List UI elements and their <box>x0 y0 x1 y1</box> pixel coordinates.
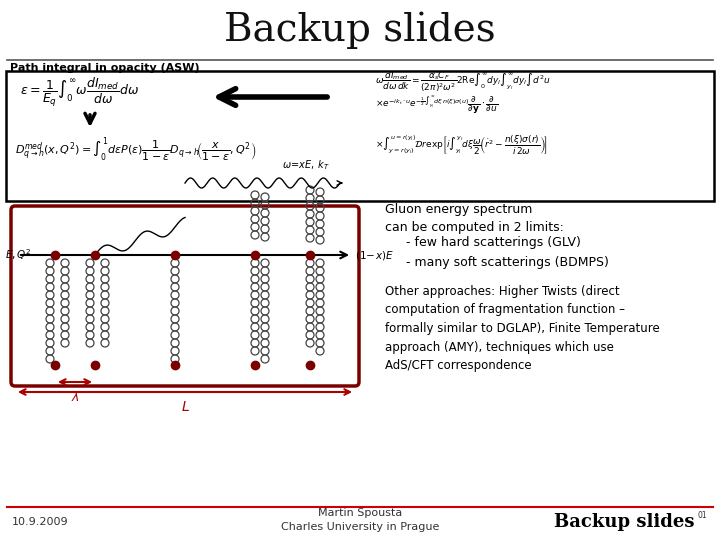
Text: $\times e^{-ik_t\cdot u}e^{-\frac{1}{2}\int_{y_l}^{\infty}d\xi\,n(\xi)\sigma(u)}: $\times e^{-ik_t\cdot u}e^{-\frac{1}{2}\… <box>375 93 498 117</box>
Text: - many soft scatterings (BDMPS): - many soft scatterings (BDMPS) <box>390 256 609 269</box>
Text: Backup slides: Backup slides <box>224 11 496 49</box>
Text: $\omega\dfrac{dI_{med}}{d\omega\,dk} = \dfrac{\alpha_s C_F}{(2\pi)^2\omega^2} 2\: $\omega\dfrac{dI_{med}}{d\omega\,dk} = \… <box>375 70 551 94</box>
Text: $\times\int_{y=r(y_l)}^{u=r(y_l)}\mathcal{D}r\exp\!\left[i\int_{y_l}^{y_l}d\xi\d: $\times\int_{y=r(y_l)}^{u=r(y_l)}\mathca… <box>375 133 548 157</box>
Text: Martin Spousta
Charles University in Prague: Martin Spousta Charles University in Pra… <box>281 508 439 531</box>
FancyBboxPatch shape <box>6 71 714 201</box>
Text: $\epsilon = \dfrac{1}{E_q} \int_0^{\infty} \omega \dfrac{dI_{med}}{d\omega} d\om: $\epsilon = \dfrac{1}{E_q} \int_0^{\inft… <box>20 76 139 109</box>
Text: Backup slides: Backup slides <box>554 513 695 531</box>
Text: Gluon energy spectrum
can be computed in 2 limits:: Gluon energy spectrum can be computed in… <box>385 203 564 234</box>
Text: $D_{q\to h}^{med}(x,Q^2) = \int_0^1 d\epsilon P(\epsilon) \dfrac{1}{1-\epsilon} : $D_{q\to h}^{med}(x,Q^2) = \int_0^1 d\ep… <box>15 136 256 164</box>
Text: 01: 01 <box>697 511 706 521</box>
Text: Other approaches: Higher Twists (direct
computation of fragmentation function –
: Other approaches: Higher Twists (direct … <box>385 285 660 372</box>
Text: $\lambda$: $\lambda$ <box>71 390 79 404</box>
Text: $L$: $L$ <box>181 400 189 414</box>
Text: Path integral in opacity (ASW): Path integral in opacity (ASW) <box>10 63 199 73</box>
Text: $E, Q^2$: $E, Q^2$ <box>5 248 32 262</box>
FancyBboxPatch shape <box>11 206 359 386</box>
Text: 10.9.2009: 10.9.2009 <box>12 517 68 527</box>
Text: - few hard scatterings (GLV): - few hard scatterings (GLV) <box>390 236 581 249</box>
Text: $\omega\!=\!xE,\, k_T$: $\omega\!=\!xE,\, k_T$ <box>282 158 330 172</box>
Text: $(1\!-\!x)E$: $(1\!-\!x)E$ <box>355 248 394 261</box>
